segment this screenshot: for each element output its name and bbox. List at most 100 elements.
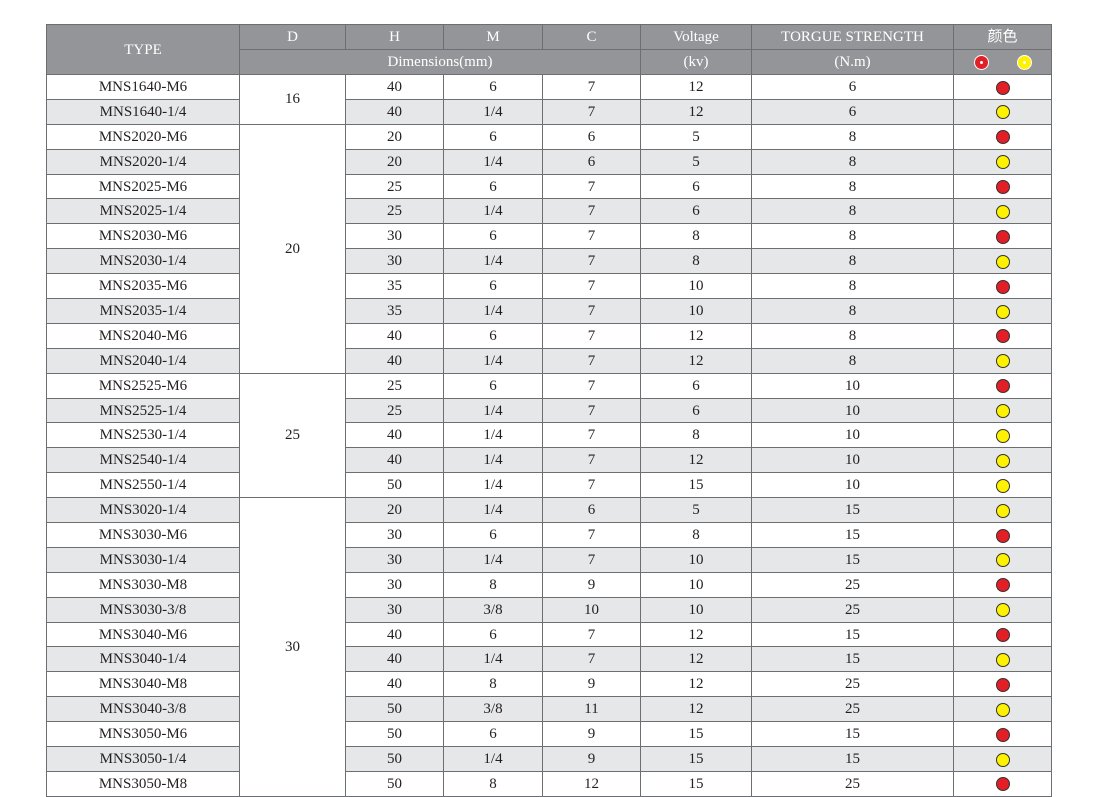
cell-c: 12 [542,770,641,797]
cell-h: 40 [345,322,444,349]
cell-c: 6 [542,497,641,524]
cell-torque: 10 [751,422,954,449]
cell-color [953,746,1052,772]
yellow-dot-icon [995,254,1010,269]
cell-h: 40 [345,98,444,125]
cell-color [953,273,1052,300]
cell-voltage: 10 [640,546,752,573]
cell-m: 6 [443,173,543,200]
cell-type: MNS2040-M6 [46,322,240,349]
cell-torque: 8 [751,298,954,324]
red-dot-icon [995,329,1010,344]
header-row-1: TYPE D H M C Voltage TORGUE STRENGTH 颜色 [46,24,1052,75]
cell-type: MNS2040-1/4 [46,347,240,374]
cell-type: MNS2530-1/4 [46,422,240,449]
cell-voltage: 12 [640,74,752,100]
cell-c: 7 [542,646,641,673]
table-row: MNS3040-3/8 50 3/8 11 12 25 [46,696,1052,723]
yellow-dot-icon [995,478,1010,493]
yellow-dot-icon [995,503,1010,518]
cell-torque: 25 [751,696,954,723]
cell-m: 6 [443,74,543,100]
cell-h: 35 [345,273,444,300]
cell-torque: 8 [751,123,954,150]
cell-c: 6 [542,148,641,175]
cell-type: MNS1640-M6 [46,74,240,100]
table-row: MNS2525-1/4 25 1/4 7 6 10 [46,397,1052,424]
cell-h: 40 [345,422,444,449]
cell-torque: 8 [751,198,954,225]
cell-voltage: 12 [640,98,752,125]
red-dot-icon [995,279,1010,294]
cell-color [953,447,1052,474]
cell-h: 20 [345,148,444,175]
table-row: MNS3030-1/4 30 1/4 7 10 15 [46,546,1052,573]
cell-h: 40 [345,447,444,474]
table-row: MNS2040-M6 40 6 7 12 8 [46,322,1052,349]
red-dot-icon [995,80,1010,95]
cell-h: 30 [345,571,444,598]
cell-type: MNS3040-M6 [46,621,240,648]
cell-c: 7 [542,98,641,125]
cell-c: 9 [542,571,641,598]
table-row: MNS3050-1/4 50 1/4 9 15 15 [46,746,1052,772]
cell-torque: 8 [751,322,954,349]
cell-d: 16 [239,74,346,125]
cell-torque: 8 [751,347,954,374]
cell-c: 7 [542,397,641,424]
red-dot-icon [995,578,1010,593]
cell-m: 1/4 [443,546,543,573]
cell-voltage: 12 [640,671,752,698]
cell-type: MNS2020-1/4 [46,148,240,175]
cell-color [953,571,1052,598]
cell-color [953,646,1052,673]
cell-color [953,98,1052,125]
table-row: MNS2030-1/4 30 1/4 7 8 8 [46,248,1052,275]
yellow-dot-icon [1016,55,1032,71]
cell-torque: 10 [751,397,954,424]
cell-type: MNS2540-1/4 [46,447,240,474]
cell-h: 30 [345,248,444,275]
cell-torque: 25 [751,770,954,797]
cell-m: 1/4 [443,497,543,524]
cell-voltage: 10 [640,273,752,300]
cell-voltage: 8 [640,522,752,548]
cell-torque: 15 [751,621,954,648]
cell-c: 9 [542,746,641,772]
cell-m: 1/4 [443,148,543,175]
table-row: MNS2040-1/4 40 1/4 7 12 8 [46,347,1052,374]
cell-torque: 25 [751,671,954,698]
cell-color [953,74,1052,100]
torque-unit: (N.m) [751,49,954,75]
header-row-2: Dimensions(mm) (kv) (N.m) [47,49,1052,75]
cell-m: 6 [443,721,543,748]
cell-torque: 15 [751,497,954,524]
table-row: MNS1640-1/4 40 1/4 7 12 6 [46,98,1052,125]
cell-h: 25 [345,372,444,399]
cell-m: 1/4 [443,397,543,424]
cell-color [953,522,1052,548]
cell-color [953,596,1052,623]
cell-type: MNS3040-3/8 [46,696,240,723]
yellow-dot-icon [995,553,1010,568]
cell-voltage: 12 [640,646,752,673]
yellow-dot-icon [995,752,1010,767]
cell-color [953,770,1052,797]
col-type: TYPE [46,24,240,75]
yellow-dot-icon [995,354,1010,369]
cell-type: MNS3050-M8 [46,770,240,797]
cell-torque: 15 [751,522,954,548]
red-dot-icon [995,180,1010,195]
cell-type: MNS2035-1/4 [46,298,240,324]
cell-m: 8 [443,571,543,598]
cell-type: MNS2035-M6 [46,273,240,300]
cell-c: 7 [542,273,641,300]
cell-torque: 8 [751,173,954,200]
table-row: MNS2530-1/4 40 1/4 7 8 10 [46,422,1052,449]
cell-type: MNS3040-1/4 [46,646,240,673]
col-voltage: Voltage [640,24,752,50]
cell-h: 20 [345,497,444,524]
cell-m: 3/8 [443,596,543,623]
cell-torque: 8 [751,148,954,175]
cell-m: 6 [443,621,543,648]
